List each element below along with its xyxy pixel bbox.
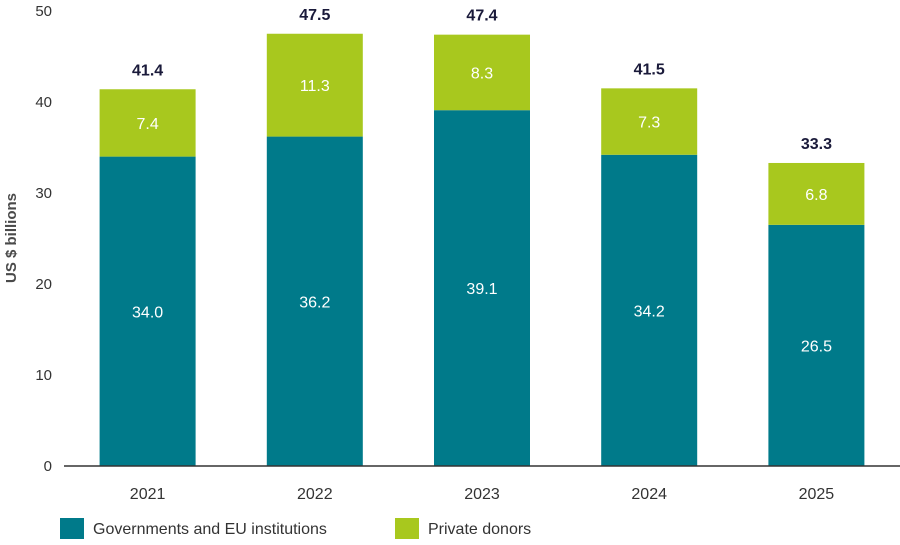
bar-segment-value-label: 11.3 (300, 78, 330, 95)
bar-segment-value-label: 7.4 (136, 116, 158, 133)
x-tick-label: 2021 (130, 486, 166, 503)
bar-segment-value-label: 6.8 (805, 187, 827, 204)
y-tick-label: 0 (44, 458, 52, 475)
bar-segment-value-label: 8.3 (471, 65, 493, 82)
y-tick-label: 10 (35, 367, 52, 384)
bar-segment-governments (768, 224, 865, 466)
bar-segment-value-label: 39.1 (466, 281, 497, 298)
bar-segment-value-label: 7.3 (638, 115, 660, 132)
bar-segment-private-donors (601, 88, 698, 155)
bar-segment-governments (99, 156, 196, 466)
x-axis-labels: 2021 2022 2023 2024 2025 (130, 486, 834, 503)
x-tick-label: 2022 (297, 486, 333, 503)
bar-segment-value-label: 36.2 (299, 294, 330, 311)
y-tick-label: 30 (35, 185, 52, 202)
bar-segment-private-donors (434, 34, 530, 111)
bar-segment-private-donors (99, 89, 196, 157)
bar-segment-governments (434, 110, 530, 466)
bar-total-label: 41.5 (634, 61, 665, 78)
bar-total-label: 33.3 (801, 136, 832, 153)
bar-total-label: 41.4 (132, 62, 163, 79)
bar-total-label: 47.4 (466, 8, 497, 25)
y-tick-label: 40 (35, 94, 52, 111)
y-axis-ticks: 0 10 20 30 40 50 (35, 3, 52, 475)
legend-swatch (395, 518, 419, 539)
y-tick-label: 50 (35, 3, 52, 20)
bar-segment-value-label: 34.2 (634, 303, 665, 320)
y-axis-label: US $ billions (3, 193, 20, 283)
x-tick-label: 2024 (631, 486, 667, 503)
bar-total-label: 47.5 (299, 7, 330, 24)
bars: 34.0 7.4 41.4 36.2 11.3 47.5 39.1 8.3 47.4 34.2 7.… (99, 7, 865, 466)
legend-label: Governments and EU institutions (93, 521, 327, 538)
bar-segment-governments (266, 136, 363, 466)
bar-segment-governments (601, 154, 698, 466)
legend-swatch (60, 518, 84, 539)
bar-segment-private-donors (768, 162, 865, 225)
bar-segment-private-donors (266, 33, 363, 137)
y-tick-label: 20 (35, 276, 52, 293)
x-tick-label: 2025 (799, 486, 835, 503)
legend: Governments and EU institutions Private d… (60, 518, 531, 539)
x-tick-label: 2023 (464, 486, 500, 503)
bar-segment-value-label: 34.0 (132, 304, 163, 321)
legend-label: Private donors (428, 521, 531, 538)
bar-segment-value-label: 26.5 (801, 338, 832, 355)
